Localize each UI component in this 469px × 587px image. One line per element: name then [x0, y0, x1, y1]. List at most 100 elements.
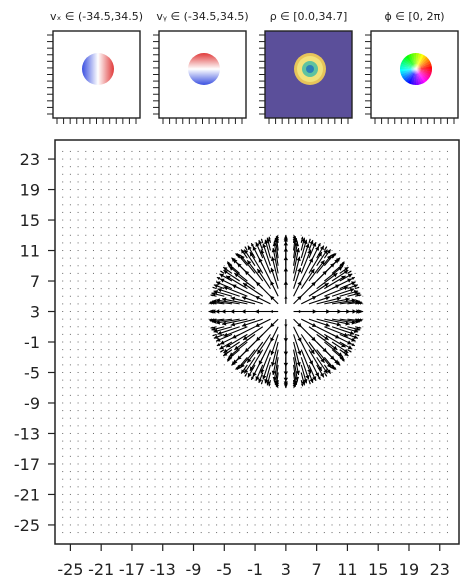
grid-dot	[62, 486, 64, 488]
grid-dot	[85, 250, 87, 252]
grid-dot	[439, 371, 441, 373]
grid-dot	[308, 150, 310, 152]
vector-arrow	[222, 349, 233, 357]
vector-arrow	[308, 326, 329, 341]
grid-dot	[277, 211, 279, 213]
grid-dot	[431, 150, 433, 152]
grid-dot	[185, 486, 187, 488]
grid-dot	[216, 425, 218, 427]
grid-dot	[300, 189, 302, 191]
grid-dot	[439, 242, 441, 244]
grid-dot	[208, 387, 210, 389]
grid-dot	[346, 471, 348, 473]
vector-arrow	[243, 356, 256, 374]
grid-dot	[377, 455, 379, 457]
grid-dot	[177, 356, 179, 358]
grid-dot	[154, 257, 156, 259]
grid-dot	[277, 471, 279, 473]
grid-dot	[239, 211, 241, 213]
grid-dot	[331, 371, 333, 373]
grid-dot	[269, 516, 271, 518]
grid-dot	[277, 501, 279, 503]
grid-dot	[185, 425, 187, 427]
grid-dot	[377, 364, 379, 366]
vector-arrow	[210, 294, 217, 297]
grid-dot	[62, 417, 64, 419]
grid-dot	[116, 311, 118, 313]
vector-arrow	[308, 242, 317, 259]
grid-dot	[285, 227, 287, 229]
thumbnail-vx: vₓ ∈ (-34.5,34.5)	[47, 10, 143, 124]
vector-arrow	[323, 246, 328, 251]
grid-dot	[400, 509, 402, 511]
grid-dot	[308, 196, 310, 198]
grid-dot	[154, 211, 156, 213]
grid-dot	[169, 440, 171, 442]
grid-dot	[431, 349, 433, 351]
grid-dot	[323, 204, 325, 206]
grid-dot	[293, 448, 295, 450]
grid-dot	[85, 455, 87, 457]
grid-dot	[216, 234, 218, 236]
grid-dot	[446, 463, 448, 465]
grid-dot	[231, 524, 233, 526]
y-tick-label: 23	[20, 150, 40, 169]
grid-dot	[100, 150, 102, 152]
grid-dot	[423, 532, 425, 534]
grid-dot	[208, 440, 210, 442]
grid-dot	[154, 371, 156, 373]
vector-arrow	[331, 326, 355, 335]
grid-dot	[431, 333, 433, 335]
grid-dot	[439, 288, 441, 290]
vector-arrow	[331, 269, 349, 282]
grid-dot	[346, 371, 348, 373]
grid-dot	[108, 516, 110, 518]
grid-dot	[331, 181, 333, 183]
grid-dot	[377, 326, 379, 328]
grid-dot	[223, 448, 225, 450]
grid-dot	[254, 532, 256, 534]
grid-dot	[316, 486, 318, 488]
grid-dot	[154, 265, 156, 267]
grid-dot	[362, 402, 364, 404]
grid-dot	[354, 219, 356, 221]
grid-dot	[108, 280, 110, 282]
grid-dot	[154, 440, 156, 442]
grid-dot	[208, 516, 210, 518]
grid-dot	[108, 387, 110, 389]
vector-arrow	[234, 272, 256, 290]
grid-dot	[193, 524, 195, 526]
grid-dot	[269, 204, 271, 206]
grid-dot	[139, 402, 141, 404]
grid-dot	[92, 295, 94, 297]
vector-arrow	[246, 341, 264, 364]
vector-arrow	[347, 326, 361, 332]
grid-dot	[177, 432, 179, 434]
grid-dot	[108, 318, 110, 320]
grid-dot	[208, 524, 210, 526]
grid-dot	[393, 402, 395, 404]
grid-dot	[100, 532, 102, 534]
grid-dot	[123, 242, 125, 244]
grid-dot	[92, 211, 94, 213]
grid-dot	[162, 181, 164, 183]
vector-arrow	[293, 326, 302, 343]
grid-dot	[162, 501, 164, 503]
grid-dot	[100, 204, 102, 206]
grid-dot	[439, 166, 441, 168]
grid-dot	[131, 455, 133, 457]
grid-dot	[308, 227, 310, 229]
grid-dot	[146, 509, 148, 511]
grid-dot	[331, 501, 333, 503]
grid-dot	[239, 150, 241, 152]
grid-dot	[362, 257, 364, 259]
grid-dot	[423, 356, 425, 358]
grid-dot	[231, 509, 233, 511]
grid-dot	[254, 219, 256, 221]
grid-dot	[262, 166, 264, 168]
grid-dot	[393, 326, 395, 328]
grid-dot	[108, 463, 110, 465]
x-tick-label: -1	[247, 560, 263, 579]
vector-arrow	[323, 372, 328, 377]
grid-dot	[100, 349, 102, 351]
